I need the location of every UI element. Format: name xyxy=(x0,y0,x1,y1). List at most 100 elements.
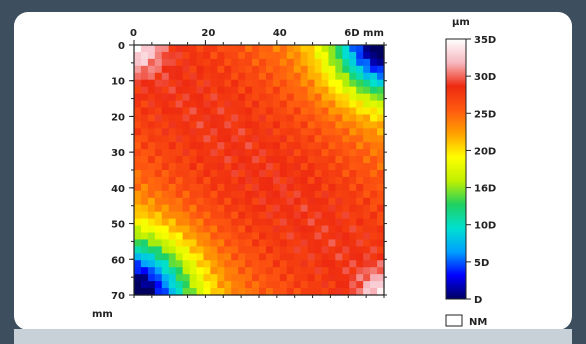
heatmap-cell xyxy=(293,218,302,227)
heatmap-cell xyxy=(203,239,211,247)
heatmap-cell xyxy=(217,225,225,234)
heatmap-cell xyxy=(349,107,357,116)
heatmap-cell xyxy=(168,45,177,53)
heatmap-cell xyxy=(259,100,267,109)
heatmap-cell xyxy=(342,86,350,95)
heatmap-cell xyxy=(140,121,149,129)
heatmap-cell xyxy=(189,253,198,261)
heatmap-cell xyxy=(140,163,149,171)
heatmap-cell xyxy=(265,142,274,150)
heatmap-cell xyxy=(217,253,225,261)
x-tick-label: 40 xyxy=(273,28,287,39)
heatmap-cell xyxy=(363,190,371,199)
heatmap-cell xyxy=(314,45,323,53)
heatmap-cell xyxy=(182,176,191,185)
heatmap-cell xyxy=(210,190,218,199)
heatmap-cell xyxy=(286,100,295,109)
heatmap-cell xyxy=(342,51,350,60)
heatmap-cell xyxy=(314,51,323,60)
heatmap-cell xyxy=(300,51,309,60)
heatmap-cell xyxy=(335,128,343,136)
heatmap-cell xyxy=(175,211,184,220)
heatmap-cell xyxy=(175,79,184,88)
heatmap-cell xyxy=(217,142,225,150)
heatmap-cell xyxy=(349,260,357,268)
heatmap-cell xyxy=(161,51,170,60)
heatmap-cell xyxy=(252,176,260,185)
heatmap-cell xyxy=(238,114,246,122)
heatmap-cell xyxy=(328,93,336,102)
heatmap-cell xyxy=(356,260,364,268)
heatmap-cell xyxy=(293,232,302,241)
heatmap-cell xyxy=(363,183,371,192)
heatmap-cell xyxy=(349,135,357,143)
heatmap-cell xyxy=(286,232,295,241)
heatmap-cell xyxy=(245,267,253,275)
heatmap-cell xyxy=(238,149,246,157)
heatmap-cell xyxy=(252,239,260,247)
heatmap-cell xyxy=(224,163,232,171)
heatmap-cell xyxy=(370,260,378,268)
heatmap-cell xyxy=(293,45,302,53)
heatmap-cell xyxy=(140,45,149,53)
heatmap-cell xyxy=(182,156,191,164)
heatmap-cell xyxy=(279,288,288,296)
heatmap-cell xyxy=(175,260,184,268)
heatmap-cell xyxy=(300,107,309,116)
heatmap-cell xyxy=(377,288,385,296)
heatmap-cell xyxy=(349,121,357,129)
heatmap-cell xyxy=(314,170,323,178)
heatmap-cell xyxy=(189,128,198,136)
heatmap-cell xyxy=(168,114,177,122)
heatmap-cell xyxy=(259,121,267,129)
heatmap-cell xyxy=(238,58,246,67)
heatmap-cell xyxy=(356,281,364,289)
heatmap-cell xyxy=(245,190,253,199)
heatmap-cell xyxy=(140,176,149,185)
heatmap-cell xyxy=(147,183,156,192)
heatmap-cell xyxy=(328,156,336,164)
heatmap-cell xyxy=(134,107,142,116)
heatmap-cell xyxy=(238,170,246,178)
heatmap-cell xyxy=(175,100,184,109)
heatmap-cell xyxy=(321,135,330,143)
heatmap-cell xyxy=(300,45,309,53)
heatmap-cell xyxy=(238,128,246,136)
heatmap-cell xyxy=(189,211,198,220)
heatmap-cell xyxy=(134,253,142,261)
heatmap-cell xyxy=(182,183,191,192)
heatmap-cell xyxy=(140,246,149,254)
heatmap-cell xyxy=(265,93,274,102)
heatmap-cell xyxy=(279,86,288,95)
heatmap-cell xyxy=(307,93,316,102)
heatmap-cell xyxy=(210,211,218,220)
heatmap-cell xyxy=(161,218,170,227)
heatmap-cell xyxy=(134,225,142,234)
heatmap-cell xyxy=(238,246,246,254)
heatmap-cell xyxy=(286,135,295,143)
heatmap-cell xyxy=(245,176,253,185)
heatmap-cell xyxy=(259,51,267,60)
heatmap-cell xyxy=(259,288,267,296)
heatmap-cell xyxy=(328,79,336,88)
heatmap-cell xyxy=(175,197,184,206)
y-tick-label: 30 xyxy=(111,148,125,159)
heatmap-cell xyxy=(147,260,156,268)
heatmap-cell xyxy=(252,163,260,171)
colorbar-unit: µm xyxy=(452,17,470,28)
heatmap-cell xyxy=(328,142,336,150)
heatmap-cell xyxy=(293,135,302,143)
heatmap-cell xyxy=(314,211,323,220)
heatmap-cell xyxy=(328,86,336,95)
heatmap-cell xyxy=(356,45,364,53)
heatmap-cell xyxy=(300,114,309,122)
heatmap-cell xyxy=(349,267,357,275)
heatmap-cell xyxy=(370,281,378,289)
heatmap-cell xyxy=(335,183,343,192)
heatmap-cell xyxy=(279,239,288,247)
heatmap-cell xyxy=(363,93,371,102)
heatmap-cell xyxy=(168,288,177,296)
heatmap-cell xyxy=(245,260,253,268)
heatmap-cell xyxy=(349,149,357,157)
heatmap-cell xyxy=(356,288,364,296)
